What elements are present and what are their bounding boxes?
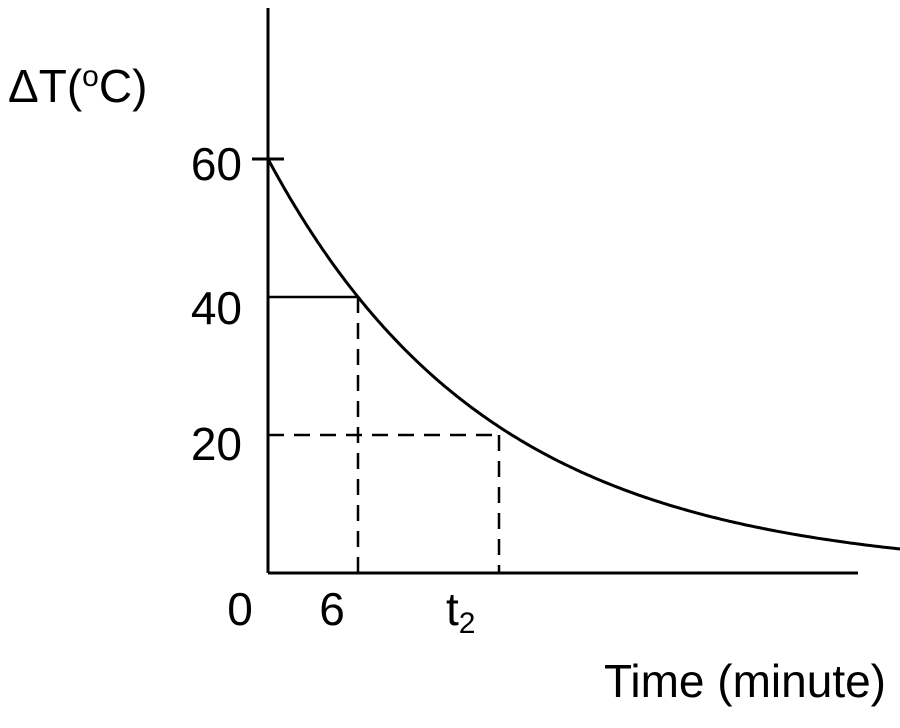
- y-axis-label-delta: Δ: [8, 60, 39, 112]
- x-tick-label-t2: t2: [446, 583, 475, 640]
- guide-lines: [268, 295, 501, 573]
- decay-curve-group: [266, 158, 900, 551]
- y-tick-label-60: 60: [191, 138, 242, 190]
- x-axis-label: Time (minute): [604, 655, 886, 707]
- x-tick-label-6: 6: [319, 583, 345, 635]
- y-axis-label-symbol: T(: [39, 60, 83, 112]
- x-tick-label-origin: 0: [227, 583, 253, 635]
- y-axis-label-superscript: o: [82, 60, 99, 93]
- x-tick-label-t2-subscript: 2: [459, 607, 476, 640]
- axes: [252, 8, 858, 575]
- y-tick-label-20: 20: [191, 418, 242, 470]
- y-tick-label-40: 40: [191, 282, 242, 334]
- decay-curve: [266, 158, 900, 551]
- y-axis-label-unit: C): [99, 60, 148, 112]
- y-axis-label: ΔT(oC): [8, 60, 147, 112]
- x-tick-label-t2-base: t: [446, 583, 459, 635]
